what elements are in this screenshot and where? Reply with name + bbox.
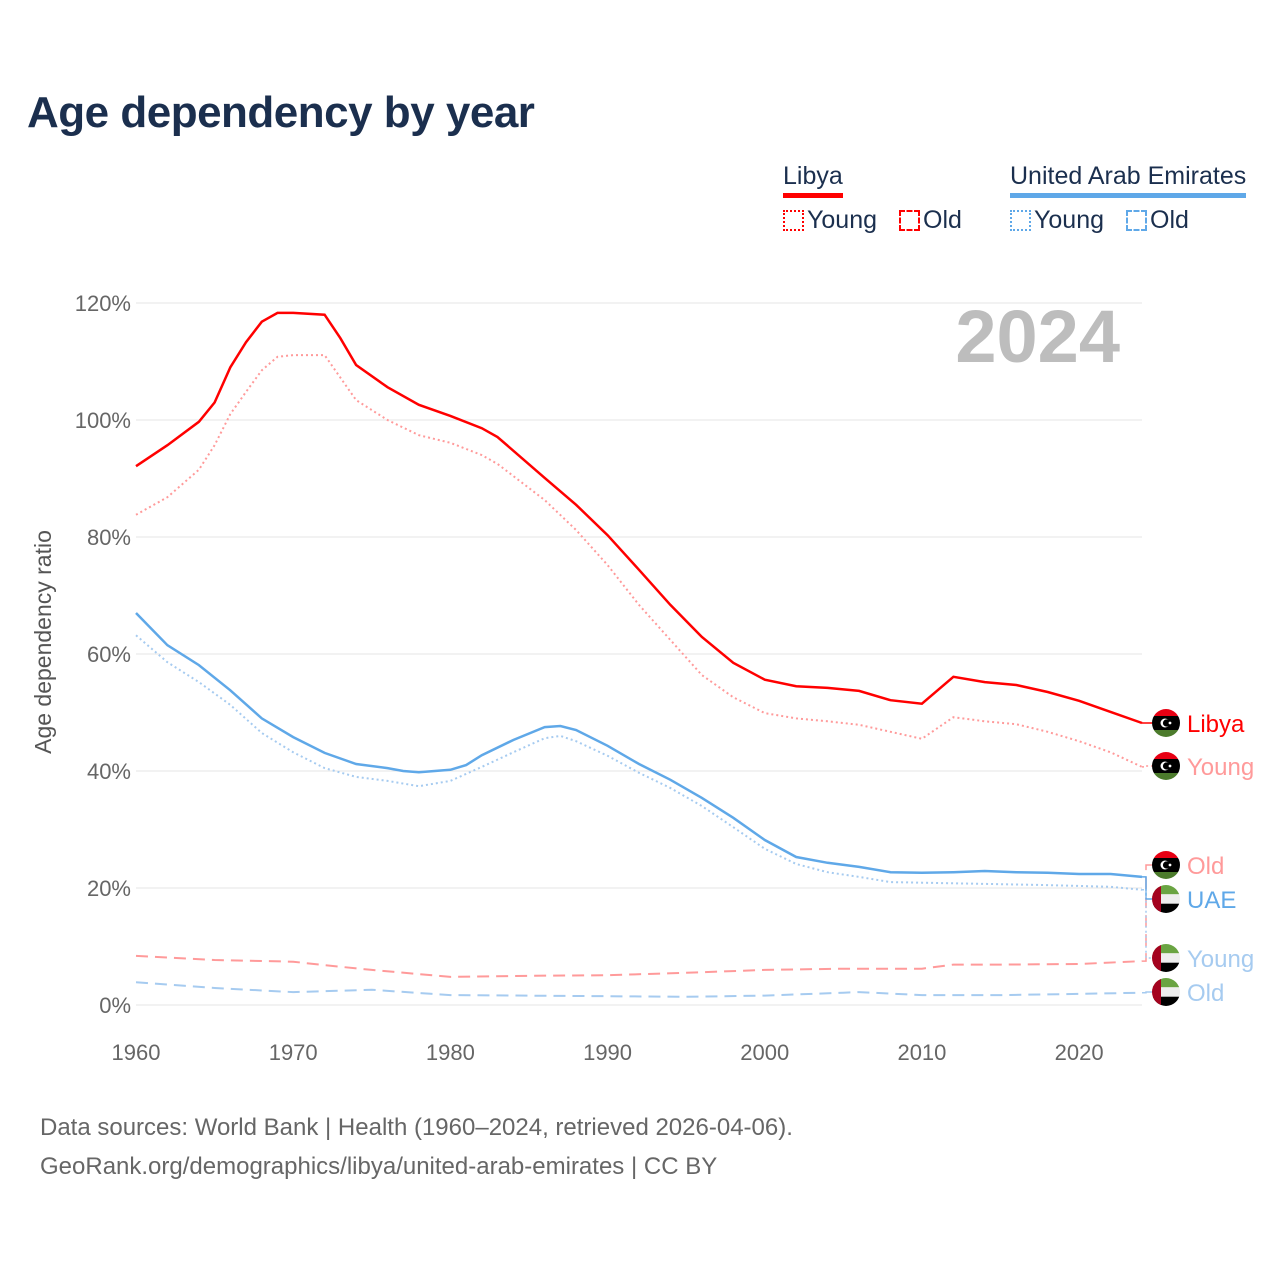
- y-tick-label: 40%: [87, 759, 131, 784]
- y-tick-label: 100%: [75, 408, 131, 433]
- series-line-libya: [135, 311, 1143, 725]
- legend-label: Young: [807, 206, 877, 234]
- uae-flag-icon: [1152, 885, 1180, 913]
- end-label: Old: [1187, 853, 1224, 880]
- x-tick-label: 2020: [1055, 1040, 1104, 1065]
- libya-flag-icon: [1152, 752, 1180, 780]
- legend-country-uae[interactable]: United Arab Emirates: [1010, 162, 1247, 198]
- series-line-uae: [135, 612, 1143, 879]
- attribution-link[interactable]: GeoRank.org/demographics/libya/united-ar…: [40, 1153, 718, 1180]
- x-tick-label: 2010: [897, 1040, 946, 1065]
- legend-item-uae-old[interactable]: Old: [1126, 206, 1189, 235]
- footer: Data sources: World Bank | Health (1960–…: [40, 1108, 793, 1186]
- y-axis-label: Age dependency ratio: [30, 530, 56, 754]
- uae-flag-icon: [1152, 978, 1180, 1006]
- legend-item-libya-young[interactable]: Young: [783, 206, 877, 235]
- label-connector: [1142, 889, 1152, 959]
- series-line-libya-old: [135, 954, 1143, 978]
- end-label: Libya: [1187, 711, 1245, 738]
- label-connector: [1142, 876, 1152, 900]
- dashed-swatch-icon: [1126, 210, 1147, 231]
- y-tick-label: 20%: [87, 876, 131, 901]
- y-tick-label: 60%: [87, 642, 131, 667]
- x-tick-label: 1960: [112, 1040, 161, 1065]
- legend-label: Old: [923, 206, 962, 234]
- libya-flag-icon: [1152, 851, 1180, 879]
- x-tick-label: 1970: [269, 1040, 318, 1065]
- series-line-uae-young: [135, 634, 1143, 891]
- legend-label: Young: [1034, 206, 1104, 234]
- x-tick-label: 1980: [426, 1040, 475, 1065]
- legend-item-libya-old[interactable]: Old: [899, 206, 962, 235]
- x-tick-label: 1990: [583, 1040, 632, 1065]
- x-tick-label: 2000: [740, 1040, 789, 1065]
- end-label: Old: [1187, 980, 1224, 1007]
- year-watermark: 2024: [955, 295, 1120, 378]
- legend-group-libya: Libya Young Old: [783, 162, 980, 235]
- chart-title: Age dependency by year: [27, 88, 535, 137]
- legend-country-libya[interactable]: Libya: [783, 162, 843, 198]
- dotted-swatch-icon: [1010, 210, 1031, 231]
- legend-item-uae-young[interactable]: Young: [1010, 206, 1104, 235]
- end-label: UAE: [1187, 887, 1236, 914]
- data-source-text: Data sources: World Bank | Health (1960–…: [40, 1114, 793, 1141]
- y-tick-label: 0%: [99, 993, 131, 1018]
- end-label: Young: [1187, 754, 1254, 781]
- y-tick-label: 120%: [75, 291, 131, 316]
- end-label: Young: [1187, 946, 1254, 973]
- uae-flag-icon: [1152, 944, 1180, 972]
- series-line-libya-young: [135, 354, 1143, 768]
- label-connector: [1142, 765, 1152, 768]
- label-connector: [1142, 864, 1152, 962]
- dotted-swatch-icon: [783, 210, 804, 231]
- legend-group-uae: United Arab Emirates Young Old: [1010, 162, 1247, 235]
- series-line-uae-old: [135, 981, 1143, 998]
- legend-label: Old: [1150, 206, 1189, 234]
- label-connector: [1142, 991, 1152, 994]
- y-tick-label: 80%: [87, 525, 131, 550]
- dashed-swatch-icon: [899, 210, 920, 231]
- libya-flag-icon: [1152, 709, 1180, 737]
